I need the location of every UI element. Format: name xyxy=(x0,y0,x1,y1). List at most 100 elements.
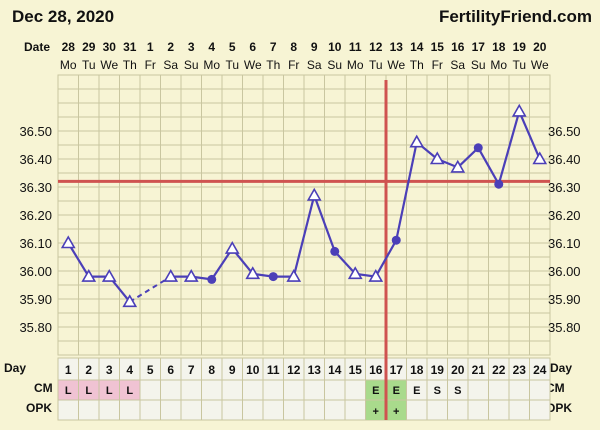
brand-name[interactable]: FertilityFriend.com xyxy=(439,7,592,26)
temperature-segment xyxy=(497,111,521,185)
day-row-label-right: Day xyxy=(550,361,572,375)
temperature-gap-dashed xyxy=(129,275,172,303)
y-tick-label-right: 36.20 xyxy=(548,208,581,223)
temperature-point-triangle xyxy=(245,266,261,280)
date-label: 2 xyxy=(167,40,174,54)
temperature-point-triangle xyxy=(81,268,97,282)
temperature-series xyxy=(60,103,548,308)
cm-row-label-left: CM xyxy=(34,381,53,395)
day-number: 18 xyxy=(410,363,424,377)
temperature-point-dot xyxy=(207,274,217,284)
y-tick-label-right: 36.30 xyxy=(548,180,581,195)
chart-date-title: Dec 28, 2020 xyxy=(12,7,114,26)
weekday-label: We xyxy=(387,58,405,72)
date-label: 14 xyxy=(410,40,424,54)
cm-value: L xyxy=(106,385,113,397)
day-number: 9 xyxy=(229,363,236,377)
temperature-point-triangle xyxy=(347,266,363,280)
y-tick-label-left: 36.10 xyxy=(19,236,52,251)
weekday-label: Fr xyxy=(145,58,156,72)
date-label: 19 xyxy=(513,40,527,54)
date-label: 5 xyxy=(229,40,236,54)
date-label: 1 xyxy=(147,40,154,54)
temperature-point-triangle xyxy=(409,134,425,148)
temperature-point-triangle xyxy=(429,151,445,165)
day-number: 15 xyxy=(349,363,363,377)
day-row-label-left: Day xyxy=(4,361,26,375)
temperature-point-triangle xyxy=(368,268,384,282)
weekday-label: Mo xyxy=(60,58,77,72)
temperature-segment xyxy=(477,147,500,185)
temperature-segment xyxy=(395,141,418,241)
cm-row-label-right: CM xyxy=(546,381,565,395)
day-number: 2 xyxy=(85,363,92,377)
date-label: 17 xyxy=(472,40,486,54)
cm-value: S xyxy=(454,385,461,397)
temperature-segment xyxy=(374,239,398,278)
weekday-label: Mo xyxy=(203,58,220,72)
reference-lines xyxy=(58,80,550,420)
weekday-label: Sa xyxy=(163,58,178,72)
y-tick-label-right: 36.50 xyxy=(548,124,581,139)
weekday-label: Mo xyxy=(347,58,364,72)
day-number: 1 xyxy=(65,363,72,377)
temperature-point-dot xyxy=(391,235,401,245)
y-tick-label-left: 36.30 xyxy=(19,180,52,195)
date-label: 6 xyxy=(249,40,256,54)
date-label: 28 xyxy=(62,40,76,54)
day-number: 21 xyxy=(472,363,486,377)
temperature-point-dot xyxy=(330,246,340,256)
weekday-label: Sa xyxy=(307,58,322,72)
y-tick-label-left: 35.80 xyxy=(19,320,52,335)
day-number: 20 xyxy=(451,363,465,377)
day-number: 19 xyxy=(431,363,445,377)
weekday-label: Tu xyxy=(369,58,383,72)
weekday-label: Tu xyxy=(82,58,96,72)
cm-cell-highlight xyxy=(119,380,140,400)
weekday-label: Tu xyxy=(512,58,526,72)
cm-value: E xyxy=(413,385,420,397)
date-label: 16 xyxy=(451,40,465,54)
weekday-label: We xyxy=(244,58,262,72)
opk-row-label-left: OPK xyxy=(26,401,52,415)
chart-grid xyxy=(57,74,551,356)
day-number: 13 xyxy=(308,363,322,377)
y-tick-label-right: 35.80 xyxy=(548,320,581,335)
y-tick-label-left: 36.50 xyxy=(19,124,52,139)
opk-row-label-right: OPK xyxy=(546,401,572,415)
weekday-label: Th xyxy=(266,58,280,72)
date-label: 4 xyxy=(208,40,215,54)
date-label: 9 xyxy=(311,40,318,54)
temperature-point-triangle xyxy=(60,235,76,249)
weekday-label: Su xyxy=(184,58,199,72)
cm-cell-highlight xyxy=(386,380,407,400)
day-number: 23 xyxy=(513,363,527,377)
y-tick-label-left: 35.90 xyxy=(19,292,52,307)
date-label: 20 xyxy=(533,40,547,54)
temperature-point-triangle xyxy=(532,151,548,165)
temperature-segment xyxy=(67,242,90,278)
temperature-point-triangle xyxy=(183,268,199,282)
cm-value: L xyxy=(126,385,133,397)
day-number: 10 xyxy=(246,363,260,377)
day-number: 12 xyxy=(287,363,301,377)
date-label: 12 xyxy=(369,40,383,54)
weekday-label: We xyxy=(100,58,118,72)
day-number: 3 xyxy=(106,363,113,377)
date-label: 11 xyxy=(349,40,362,54)
y-tick-label-left: 36.00 xyxy=(19,264,52,279)
cm-value: E xyxy=(393,385,400,397)
day-number: 5 xyxy=(147,363,154,377)
date-label: 31 xyxy=(123,40,137,54)
temperature-point-triangle xyxy=(122,294,138,308)
opk-value: + xyxy=(373,406,379,418)
temperature-segment xyxy=(456,147,480,169)
day-number: 4 xyxy=(126,363,133,377)
temperature-segment xyxy=(333,250,357,275)
y-axis-ticks: 35.80 35.80 35.90 35.90 36.00 36.00 36.10 36.10… xyxy=(19,124,580,335)
date-label: 29 xyxy=(82,40,96,54)
opk-value: + xyxy=(393,406,399,418)
cm-cell-highlight xyxy=(58,380,79,400)
weekday-label: We xyxy=(531,58,549,72)
weekday-label: Su xyxy=(471,58,486,72)
